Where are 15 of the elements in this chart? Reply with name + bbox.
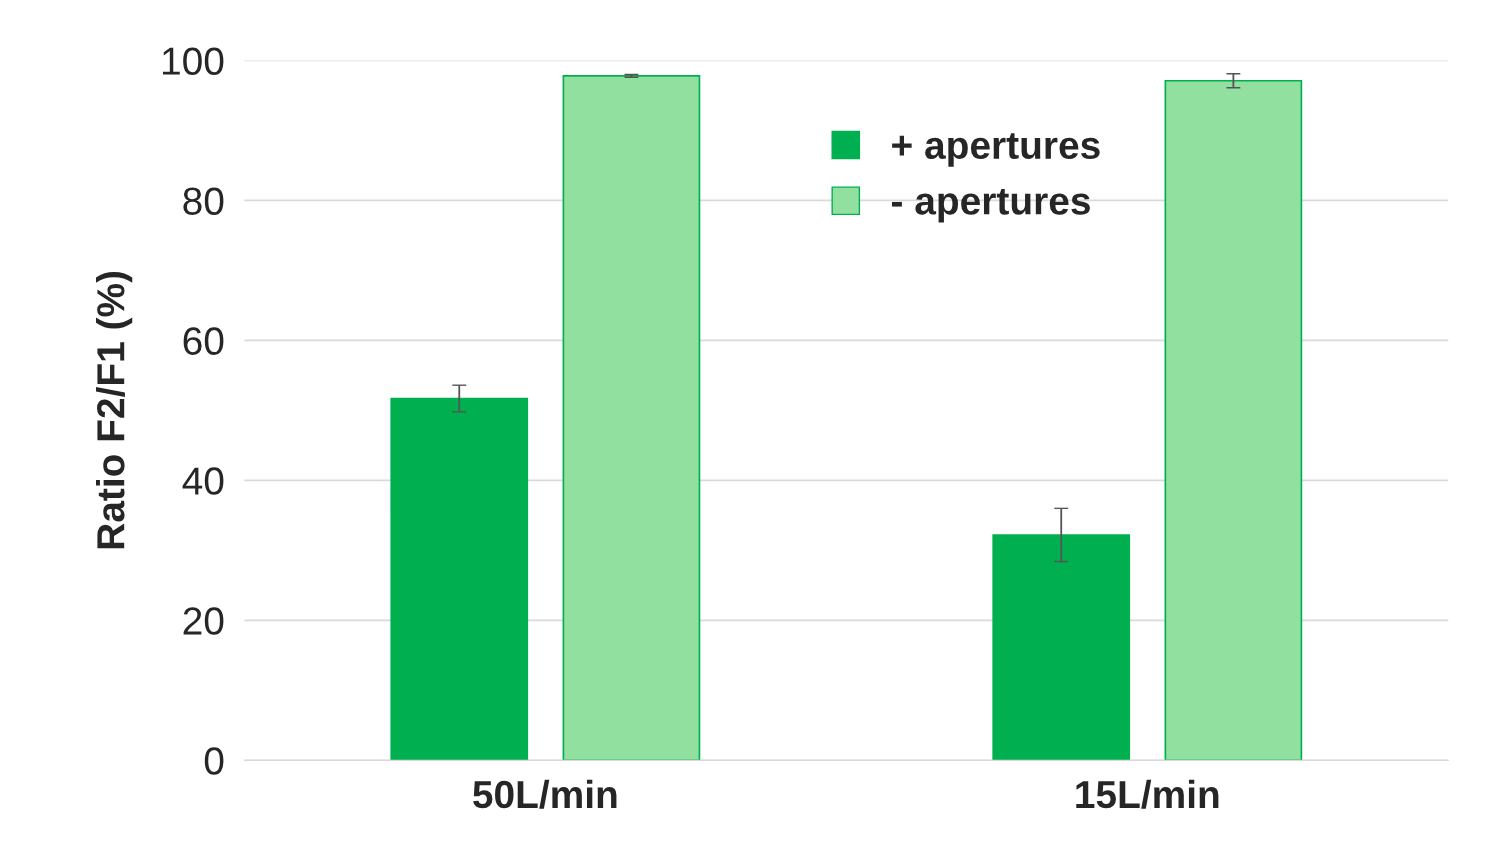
x-tick-label: 15L/min <box>1076 779 1219 809</box>
y-tick-label: 80 <box>183 187 224 215</box>
bar <box>562 75 701 761</box>
x-tick-label: 50L/min <box>473 779 617 809</box>
y-tick-label: 0 <box>204 747 224 775</box>
y-tick-label: 20 <box>183 607 224 635</box>
y-tick-label: 60 <box>183 327 224 355</box>
y-tick-label: 40 <box>182 467 224 495</box>
legend-label: + apertures <box>892 133 1100 167</box>
bar <box>992 534 1131 761</box>
bar <box>390 397 529 761</box>
legend-label: - apertures <box>892 188 1090 223</box>
y-tick-label: 100 <box>163 47 224 75</box>
bar <box>1164 79 1303 761</box>
y-axis-title: Ratio F2/F1 (%) <box>96 271 133 549</box>
